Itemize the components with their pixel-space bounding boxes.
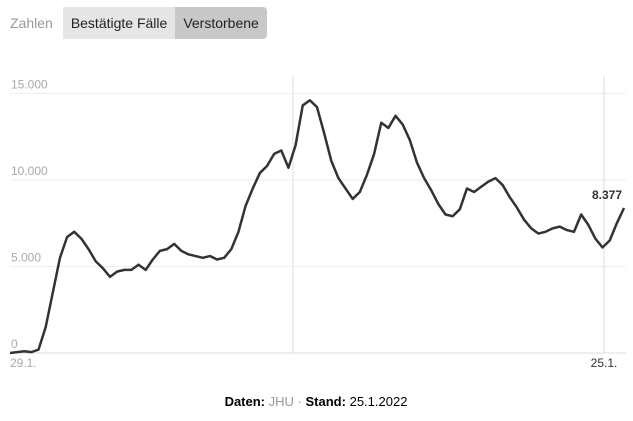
source: JHU — [269, 394, 294, 409]
y-tick-label: 10.000 — [11, 164, 48, 178]
source-label: Daten: — [225, 394, 265, 409]
footer: Daten: JHU · Stand: 25.1.2022 — [225, 394, 408, 409]
separator: · — [298, 394, 302, 409]
controls: Zahlen Bestätigte Fälle Verstorbene — [10, 7, 267, 39]
value-label: 8.377 — [592, 188, 622, 202]
date: 25.1.2022 — [350, 394, 408, 409]
x-tick-label: 29.1. — [10, 356, 37, 370]
tab[interactable]: Verstorbene — [175, 7, 267, 39]
tab[interactable]: Bestätigte Fälle — [62, 7, 176, 39]
date-label: Stand: — [306, 394, 346, 409]
line — [9, 98, 626, 355]
x-tick-label: 25.1. — [591, 356, 618, 370]
y-tick-label: 0 — [11, 337, 18, 351]
y-tick-label: 5.000 — [11, 251, 41, 265]
y-tick-label: 15.000 — [11, 77, 48, 91]
controls-label: Zahlen — [10, 15, 53, 31]
